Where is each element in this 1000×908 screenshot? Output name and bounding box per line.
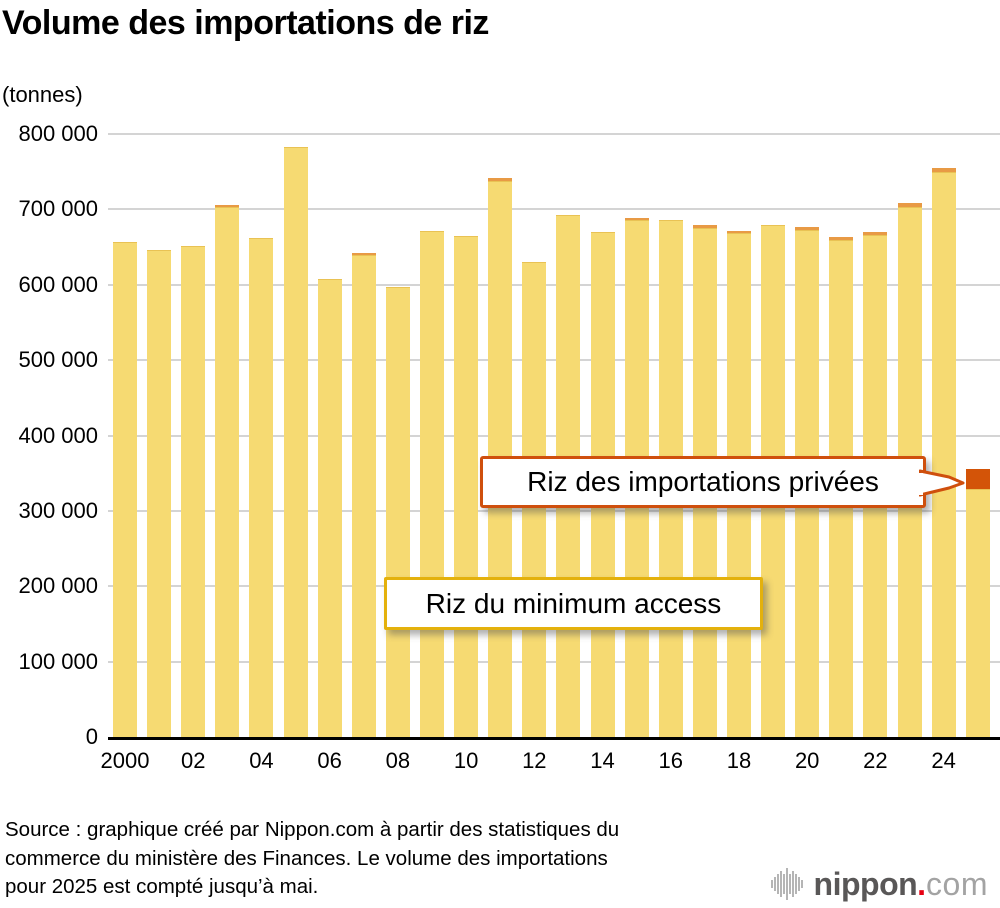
y-axis-tick-label: 800 000 (18, 121, 98, 146)
gridline (108, 434, 1000, 437)
source-line: commerce du ministère des Finances. Le v… (5, 846, 608, 870)
y-axis-tick-label: 700 000 (18, 196, 98, 222)
bar-segment-minimum-access-2006 (317, 279, 342, 737)
bar-segment-minimum-access-2004 (249, 238, 274, 737)
gridline (108, 660, 1000, 663)
bar-2011 (488, 134, 513, 737)
bar-segment-minimum-access-2025 (965, 489, 990, 737)
private-imports-label: Riz des importations privées (527, 466, 879, 497)
minimum-access-label: Riz du minimum access (425, 588, 722, 619)
logo-dot: . (917, 865, 927, 902)
x-axis-tick-label: 24 (931, 748, 956, 773)
bar-segment-minimum-access-2002 (181, 246, 206, 737)
bar-2018: 18 (726, 134, 751, 773)
x-axis-tick-label: 06 (317, 748, 342, 773)
private-imports-callout: Riz des importations privées (480, 456, 965, 508)
bar-segment-minimum-access-2009 (419, 231, 444, 737)
bar-segment-private-2022 (863, 232, 888, 235)
y-axis-tick-label: 200 000 (18, 573, 98, 599)
bar-segment-private-2023 (897, 203, 922, 207)
logo-word: nippon (813, 865, 918, 902)
bar-2004: 04 (249, 134, 274, 773)
bar-2021 (829, 134, 854, 737)
callout-pointer-icon (919, 469, 965, 497)
bar-segment-private-2007 (351, 253, 376, 255)
gridline (108, 509, 1000, 512)
bar-2025 (965, 134, 990, 737)
x-axis-tick-label: 20 (794, 748, 820, 773)
bar-2015 (624, 134, 649, 737)
x-axis-tick-label: 10 (453, 748, 479, 773)
x-axis-tick-label: 12 (522, 748, 547, 773)
y-axis-unit-label: (tonnes) (2, 82, 83, 107)
y-axis-tick-label: 600 000 (18, 271, 98, 297)
x-axis-tick-label: 14 (590, 748, 615, 773)
bar-2012: 12 (522, 134, 547, 773)
x-axis-tick-label: 08 (385, 748, 411, 773)
bar-segment-private-2015 (624, 218, 649, 220)
bar-2020: 20 (795, 134, 820, 773)
y-axis-tick-label: 0 (85, 724, 98, 749)
bar-2000: 2000 (101, 134, 149, 773)
bar-2007 (351, 134, 376, 737)
bar-segment-private-2020 (795, 227, 820, 230)
x-axis-tick-label: 2000 (100, 748, 150, 773)
bar-segment-private-2011 (488, 178, 513, 181)
bar-segment-private-2017 (692, 225, 717, 228)
soundwave-bars-icon (770, 868, 803, 900)
y-axis-tick-label: 500 000 (18, 347, 98, 373)
bar-segment-private-2003 (215, 205, 240, 207)
bar-2013 (556, 134, 581, 737)
gridline (108, 359, 1000, 362)
bar-segment-minimum-access-2001 (147, 250, 172, 737)
x-axis-tick-label: 22 (863, 748, 888, 773)
y-axis-tick-label: 300 000 (18, 497, 98, 523)
bar-segment-private-2025 (965, 469, 990, 489)
bar-2005 (283, 134, 308, 737)
plot-area: 2000 02 04 06 08 10 12 14 16 18 20 22 24 (101, 133, 1000, 773)
source-line: pour 2025 est compté jusqu’à mai. (5, 875, 319, 898)
bar-2002: 02 (181, 134, 206, 773)
gridline (108, 208, 1000, 211)
bar-2001 (147, 134, 172, 737)
bar-segment-minimum-access-2010 (454, 236, 479, 737)
minimum-access-callout: Riz du minimum access (384, 577, 763, 630)
x-axis-tick-label: 18 (726, 748, 752, 773)
bar-2019 (761, 134, 786, 737)
source-note: Source : graphique créé par Nippon.com à… (5, 816, 619, 902)
bars-container: 2000 02 04 06 08 10 12 14 16 18 20 22 24 (101, 134, 1000, 773)
source-line: Source : graphique créé par Nippon.com à… (5, 818, 620, 841)
bar-segment-minimum-access-2005 (283, 147, 308, 737)
y-axis-tick-label: 400 000 (18, 422, 98, 448)
y-axis-tick-label: 100 000 (18, 648, 98, 674)
bar-2016: 16 (659, 134, 683, 773)
gridline (108, 133, 1000, 135)
bar-2009 (419, 134, 444, 737)
bar-2008: 08 (385, 134, 410, 773)
bar-2017 (692, 134, 717, 737)
x-axis-tick-label: 04 (249, 748, 274, 773)
bar-2023 (897, 134, 922, 737)
bar-2006: 06 (317, 134, 342, 773)
bar-segment-minimum-access-2000 (113, 242, 137, 737)
gridline (108, 283, 1000, 286)
bar-2014: 14 (590, 134, 615, 773)
chart-title: Volume des importations de riz (2, 4, 489, 42)
bar-2024: 24 (931, 134, 956, 773)
bar-2022: 22 (863, 134, 888, 773)
bar-2003 (215, 134, 240, 737)
bar-segment-minimum-access-2003 (215, 207, 240, 737)
x-axis-tick-label: 02 (180, 748, 206, 773)
x-axis-tick-label: 16 (658, 748, 683, 773)
bar-segment-private-2018 (726, 231, 751, 233)
bar-segment-minimum-access-2007 (351, 255, 376, 737)
nippon-com-logo: nippon. com (770, 862, 988, 906)
bar-segment-minimum-access-2024 (931, 172, 956, 737)
logo-tld: com (926, 865, 988, 902)
bar-2010: 10 (454, 134, 479, 773)
bar-segment-minimum-access-2008 (385, 287, 410, 737)
bar-segment-private-2021 (829, 237, 854, 240)
bar-segment-private-2024 (931, 168, 956, 172)
